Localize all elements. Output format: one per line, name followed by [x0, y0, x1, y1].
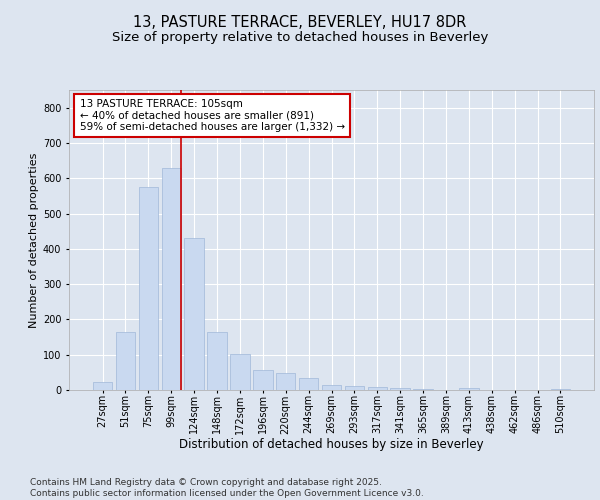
Bar: [208, 332, 227, 390]
Bar: [93, 382, 112, 390]
Y-axis label: Number of detached properties: Number of detached properties: [29, 152, 38, 328]
Bar: [344, 386, 364, 390]
Bar: [551, 389, 570, 390]
Bar: [368, 387, 387, 390]
Bar: [391, 388, 410, 390]
Bar: [184, 238, 204, 390]
Bar: [276, 373, 295, 390]
Bar: [116, 332, 135, 390]
X-axis label: Distribution of detached houses by size in Beverley: Distribution of detached houses by size …: [179, 438, 484, 450]
Text: 13 PASTURE TERRACE: 105sqm
← 40% of detached houses are smaller (891)
59% of sem: 13 PASTURE TERRACE: 105sqm ← 40% of deta…: [79, 99, 344, 132]
Text: Size of property relative to detached houses in Beverley: Size of property relative to detached ho…: [112, 31, 488, 44]
Bar: [139, 187, 158, 390]
Text: 13, PASTURE TERRACE, BEVERLEY, HU17 8DR: 13, PASTURE TERRACE, BEVERLEY, HU17 8DR: [133, 15, 467, 30]
Bar: [253, 370, 272, 390]
Bar: [161, 168, 181, 390]
Bar: [322, 384, 341, 390]
Bar: [459, 388, 479, 390]
Bar: [413, 389, 433, 390]
Text: Contains HM Land Registry data © Crown copyright and database right 2025.
Contai: Contains HM Land Registry data © Crown c…: [30, 478, 424, 498]
Bar: [299, 378, 319, 390]
Bar: [230, 354, 250, 390]
